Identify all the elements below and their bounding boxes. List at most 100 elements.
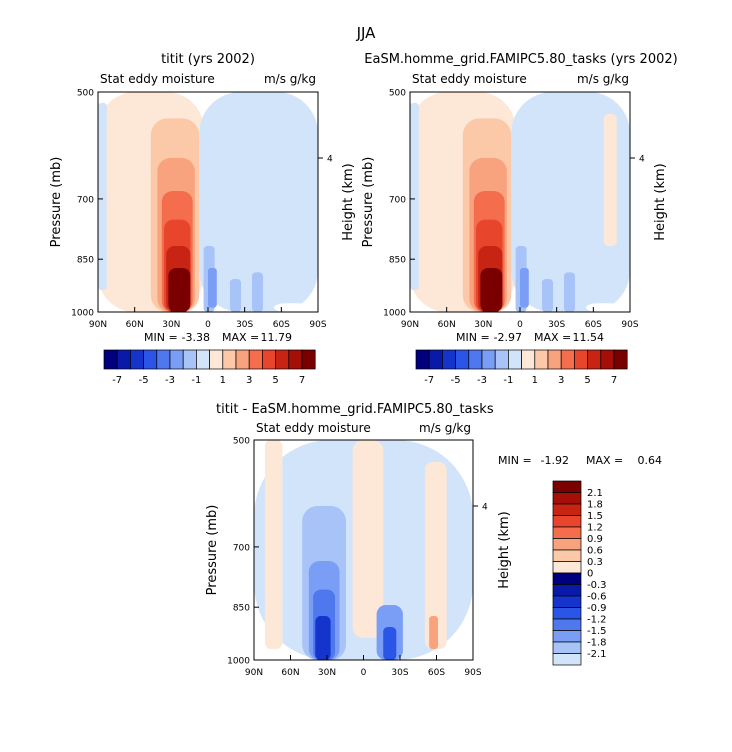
y-tick-label: 850 [233, 604, 250, 614]
x-tick-label: 90N [401, 320, 419, 330]
colorbar-label: 7 [299, 375, 305, 386]
colorbar-swatch [552, 503, 582, 516]
colorbar-swatch [552, 572, 582, 585]
colorbar-label: -0.9 [587, 603, 607, 614]
colorbar-swatch [552, 641, 582, 654]
colorbar-swatch [552, 584, 582, 597]
x-tick-label: 60S [585, 320, 602, 330]
colorbar-swatch [552, 515, 582, 528]
contour-region-3 [511, 92, 630, 312]
x-tick-label: 90N [89, 320, 107, 330]
x-tick-label: 30N [474, 320, 492, 330]
colorbar-swatch [552, 653, 582, 666]
colorbar-label: 2.1 [587, 488, 603, 499]
panel-2-min-value: -2.97 [494, 331, 522, 344]
y-tick-label: 850 [389, 256, 406, 266]
colorbar-label: -1.2 [587, 615, 607, 626]
x-tick-label: 30N [318, 668, 336, 678]
x-tick-label: 30S [548, 320, 565, 330]
panel-1-subtitle-left: Stat eddy moisture [100, 72, 215, 86]
colorbar-swatch [442, 349, 456, 370]
panel-2-y-axis-label: Pressure (mb) [361, 157, 376, 248]
right-tick-label: 4 [327, 155, 333, 165]
contour-region-12 [542, 279, 553, 312]
colorbar-swatch [301, 349, 316, 370]
panel-2: EaSM.homme_grid.FAMIPC5.80_tasks (yrs 20… [361, 52, 678, 386]
colorbar-swatch [116, 349, 131, 370]
colorbar-label: 0.9 [587, 534, 603, 545]
panel-1-y-axis-label: Pressure (mb) [49, 157, 64, 248]
colorbar-label: 0 [587, 569, 593, 580]
panel-3-colorbar: 2.11.81.51.20.90.60.30-0.3-0.6-0.9-1.2-1… [552, 480, 607, 666]
colorbar-swatch [481, 349, 496, 370]
colorbar-swatch [455, 349, 470, 370]
panel-1-title: titit (yrs 2002) [161, 52, 255, 67]
panel-2-max-value: 11.54 [573, 331, 605, 344]
colorbar-label: 1.8 [587, 500, 603, 511]
contour-region-11 [208, 268, 217, 308]
panel-3-title: titit - EaSM.homme_grid.FAMIPC5.80_tasks [216, 402, 494, 417]
contour-region-11 [429, 616, 438, 649]
colorbar-swatch [552, 526, 582, 539]
colorbar-swatch [262, 349, 276, 370]
contour-region-15 [106, 114, 120, 246]
y-tick-label: 500 [77, 89, 94, 99]
x-tick-label: 90N [245, 668, 263, 678]
contour-region-2 [264, 440, 283, 649]
y-tick-label: 1000 [227, 657, 250, 667]
x-tick-label: 30N [162, 320, 180, 330]
x-tick-label: 60N [438, 320, 456, 330]
colorbar-label: -1 [503, 375, 513, 386]
colorbar-label: -2.1 [587, 649, 607, 660]
x-tick-label: 60N [281, 668, 299, 678]
colorbar-label: 1.5 [587, 511, 603, 522]
figure-title: JJA [356, 24, 377, 42]
colorbar-swatch [552, 607, 582, 620]
x-tick-label: 30S [236, 320, 253, 330]
colorbar-swatch [182, 349, 197, 370]
panel-2-subtitle-right: m/s g/kg [577, 72, 629, 86]
colorbar-swatch [209, 349, 224, 370]
x-tick-label: 0 [205, 320, 211, 330]
panel-3-max-label: MAX = [586, 454, 623, 467]
colorbar-swatch [494, 349, 509, 370]
right-tick-label: 4 [639, 155, 645, 165]
panel-1-colorbar: -7 -5 -3 -1 1 3 5 7 [103, 349, 316, 386]
panel-3-min-value: -1.92 [541, 454, 569, 467]
colorbar-swatch [143, 349, 158, 370]
panel-1-axes: 90N 60N 30N 0 30S 60S 90S 500 700 850 1000 4 [71, 89, 333, 331]
colorbar-label: -1 [191, 375, 201, 386]
right-tick-label: 4 [482, 503, 488, 513]
x-tick-label: 90S [464, 668, 481, 678]
panel-2-min-label: MIN = [456, 331, 490, 344]
y-tick-label: 1000 [383, 309, 406, 319]
colorbar-label: -7 [424, 375, 434, 386]
contour-region-14 [274, 303, 310, 312]
y-tick-label: 700 [389, 195, 406, 205]
colorbar-swatch [613, 349, 628, 370]
colorbar-label: -5 [139, 375, 149, 386]
colorbar-label: 1 [220, 375, 226, 386]
colorbar-swatch [156, 349, 171, 370]
x-tick-label: 0 [517, 320, 523, 330]
x-tick-label: 60N [126, 320, 144, 330]
contour-region-12 [230, 279, 241, 312]
colorbar-label: -1.5 [587, 626, 607, 637]
contour-region-3 [199, 92, 318, 312]
colorbar-swatch [169, 349, 184, 370]
panel-3-right-axis-label: Height (km) [497, 511, 512, 588]
colorbar-swatch [428, 349, 443, 370]
contour-region-13 [564, 272, 575, 312]
colorbar-swatch [222, 349, 237, 370]
panel-2-colorbar: -7 -5 -3 -1 1 3 5 7 [415, 349, 628, 386]
colorbar-label: 3 [246, 375, 252, 386]
panel-1-max-label: MAX = [222, 331, 259, 344]
colorbar-label: -3 [477, 375, 487, 386]
panel-1-field [98, 92, 318, 313]
colorbar-swatch [552, 538, 582, 551]
colorbar-swatch [415, 349, 430, 370]
contour-region-10 [383, 627, 397, 660]
contour-region-2 [410, 103, 419, 290]
contour-region-9 [480, 268, 503, 312]
